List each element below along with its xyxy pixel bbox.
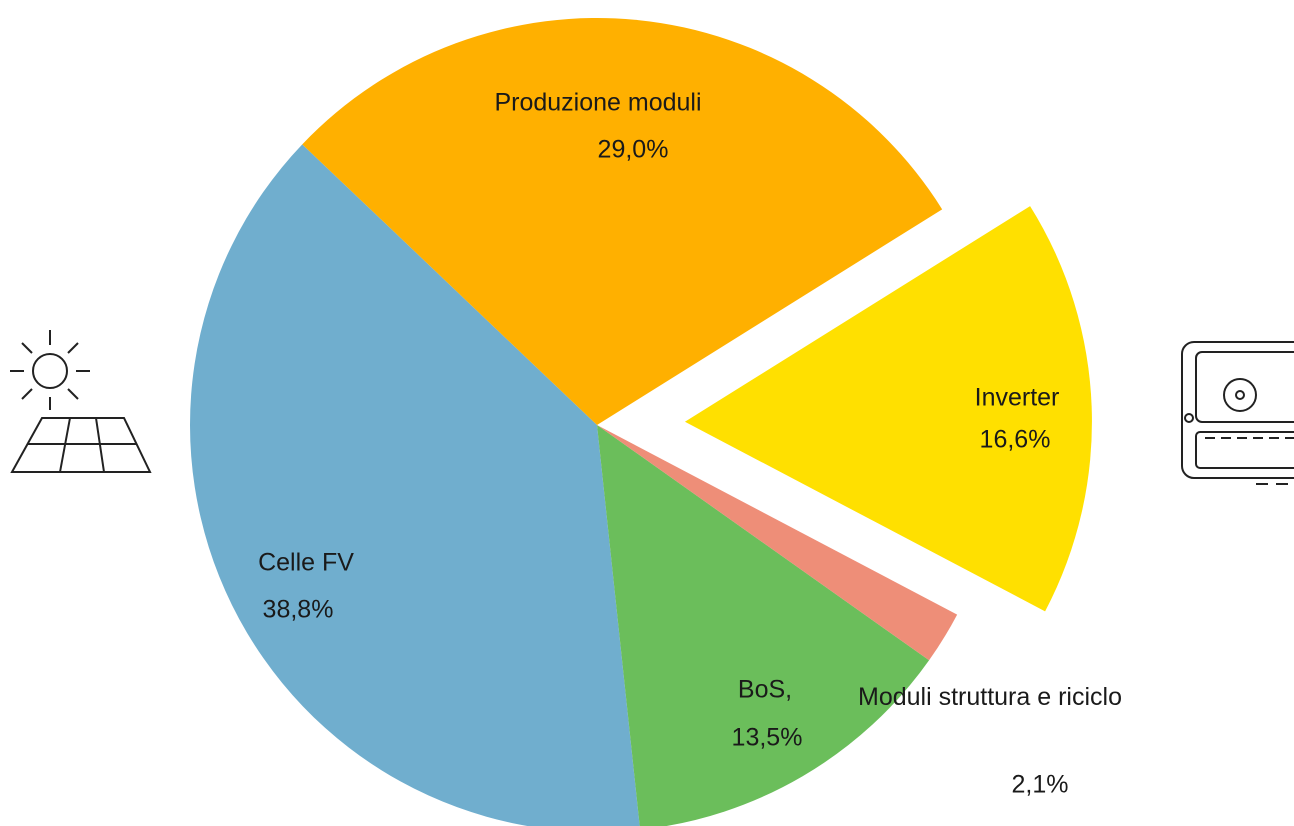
pie-slice <box>302 18 943 425</box>
solar-panel-icon <box>10 330 152 473</box>
pie-slice <box>684 206 1092 612</box>
value-label: 13,5% <box>731 723 803 752</box>
pie-slice <box>597 425 958 661</box>
pie-slice <box>190 144 640 826</box>
value-label: 38,8% <box>262 595 334 624</box>
inverter-icon <box>1181 341 1294 485</box>
value-label: 29,0% <box>597 135 669 164</box>
slice-label: Celle FV <box>258 548 354 577</box>
value-label: 2,1% <box>1011 770 1069 799</box>
value-label: 16,6% <box>979 425 1051 454</box>
slice-label: Moduli struttura e riciclo <box>858 683 1122 711</box>
slice-label: Inverter <box>974 383 1060 412</box>
pie-slice <box>597 425 930 826</box>
slice-label: BoS, <box>737 675 793 704</box>
slice-label: Produzione moduli <box>494 88 702 117</box>
